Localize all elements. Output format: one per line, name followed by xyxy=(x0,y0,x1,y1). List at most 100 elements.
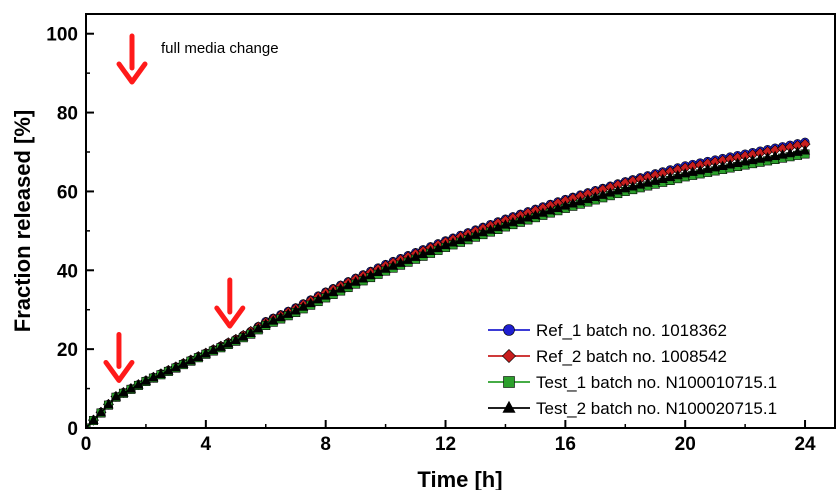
data-point xyxy=(283,308,294,318)
data-point xyxy=(627,181,638,191)
data-point xyxy=(432,242,444,253)
data-point xyxy=(530,209,541,220)
data-point xyxy=(103,399,114,409)
data-point xyxy=(185,355,196,365)
data-point xyxy=(118,387,129,397)
data-point xyxy=(687,166,698,176)
data-point xyxy=(739,156,751,166)
x-tick-label: 8 xyxy=(320,434,331,455)
x-tick-label: 24 xyxy=(794,434,816,455)
data-point xyxy=(462,232,474,242)
data-point xyxy=(245,327,256,338)
data-point xyxy=(477,226,489,237)
data-point xyxy=(769,150,781,160)
data-point xyxy=(110,391,122,401)
legend-label: Ref_1 batch no. 1018362 xyxy=(536,321,727,340)
data-point xyxy=(470,229,481,239)
data-point xyxy=(762,152,773,162)
legend-entry: Ref_2 batch no. 1008542 xyxy=(488,347,727,366)
data-point xyxy=(500,219,511,229)
data-point xyxy=(238,331,249,341)
data-point xyxy=(133,379,144,389)
data-point xyxy=(88,414,99,424)
data-point xyxy=(672,169,683,180)
data-point xyxy=(732,157,743,167)
annotation-text: full media change xyxy=(161,40,279,57)
media-change-arrow-icon xyxy=(214,277,246,329)
data-point xyxy=(320,290,331,300)
data-point xyxy=(440,239,451,250)
legend-marker xyxy=(502,400,516,413)
data-point xyxy=(702,163,713,173)
legend-entry: Test_2 batch no. N100020715.1 xyxy=(488,399,777,418)
x-tick-label: 16 xyxy=(555,434,576,455)
data-point xyxy=(552,202,563,213)
plot-frame xyxy=(85,13,836,429)
data-point xyxy=(328,286,339,297)
y-tick-label: 100 xyxy=(46,25,78,46)
data-point xyxy=(784,147,796,158)
data-point xyxy=(223,338,234,348)
y-tick-label: 40 xyxy=(57,261,78,282)
legend-marker xyxy=(503,324,515,336)
legend-label: Ref_2 batch no. 1008542 xyxy=(536,347,727,366)
data-point xyxy=(380,263,391,273)
data-point xyxy=(410,251,421,261)
data-point xyxy=(298,301,309,311)
data-point xyxy=(163,365,174,375)
data-point xyxy=(193,351,204,361)
data-point xyxy=(260,318,271,328)
legend-marker xyxy=(503,376,515,388)
data-point xyxy=(725,159,736,169)
legend-label: Test_2 batch no. N100020715.1 xyxy=(536,399,777,418)
data-point xyxy=(253,323,264,333)
data-point xyxy=(650,175,661,185)
data-point xyxy=(560,200,571,210)
data-point xyxy=(208,344,219,355)
data-point xyxy=(95,406,107,417)
legend-entry: Test_1 batch no. N100010715.1 xyxy=(488,373,777,392)
y-tick-label: 60 xyxy=(57,182,78,203)
data-point xyxy=(537,207,549,217)
data-point xyxy=(200,348,211,358)
data-point xyxy=(515,214,526,224)
data-point xyxy=(215,341,226,351)
data-point xyxy=(305,297,316,308)
data-point xyxy=(343,279,354,290)
data-point xyxy=(455,234,466,244)
legend-label: Test_1 batch no. N100010715.1 xyxy=(536,373,777,392)
data-point xyxy=(612,185,623,195)
x-tick-label: 0 xyxy=(81,434,92,455)
data-point xyxy=(695,165,706,175)
data-point xyxy=(485,224,496,234)
data-point xyxy=(140,375,152,385)
data-point xyxy=(582,193,593,204)
x-axis-title: Time [h] xyxy=(417,467,502,490)
legend-entry: Ref_1 batch no. 1018362 xyxy=(488,321,727,340)
data-point xyxy=(335,283,346,293)
data-point xyxy=(635,179,646,189)
y-axis-title: Fraction released [%] xyxy=(10,110,35,333)
data-point xyxy=(754,153,766,163)
data-point xyxy=(492,221,504,232)
series-4 xyxy=(86,145,811,428)
data-point xyxy=(178,358,189,368)
data-point xyxy=(313,293,324,304)
data-point xyxy=(665,171,676,182)
data-point xyxy=(230,334,241,345)
data-point xyxy=(395,257,406,267)
data-point xyxy=(350,276,361,286)
data-point xyxy=(605,187,616,197)
data-point xyxy=(290,305,301,315)
data-point xyxy=(170,362,182,372)
legend-marker xyxy=(501,348,517,364)
data-point xyxy=(125,383,137,393)
data-point xyxy=(710,162,721,172)
legend: Ref_1 batch no. 1018362 Ref_2 batch no. 1… xyxy=(488,321,777,418)
data-point xyxy=(365,269,376,280)
data-point xyxy=(642,177,653,187)
y-tick-label: 0 xyxy=(67,419,78,440)
data-point xyxy=(387,260,399,270)
data-point xyxy=(275,311,286,322)
data-point xyxy=(545,205,556,215)
